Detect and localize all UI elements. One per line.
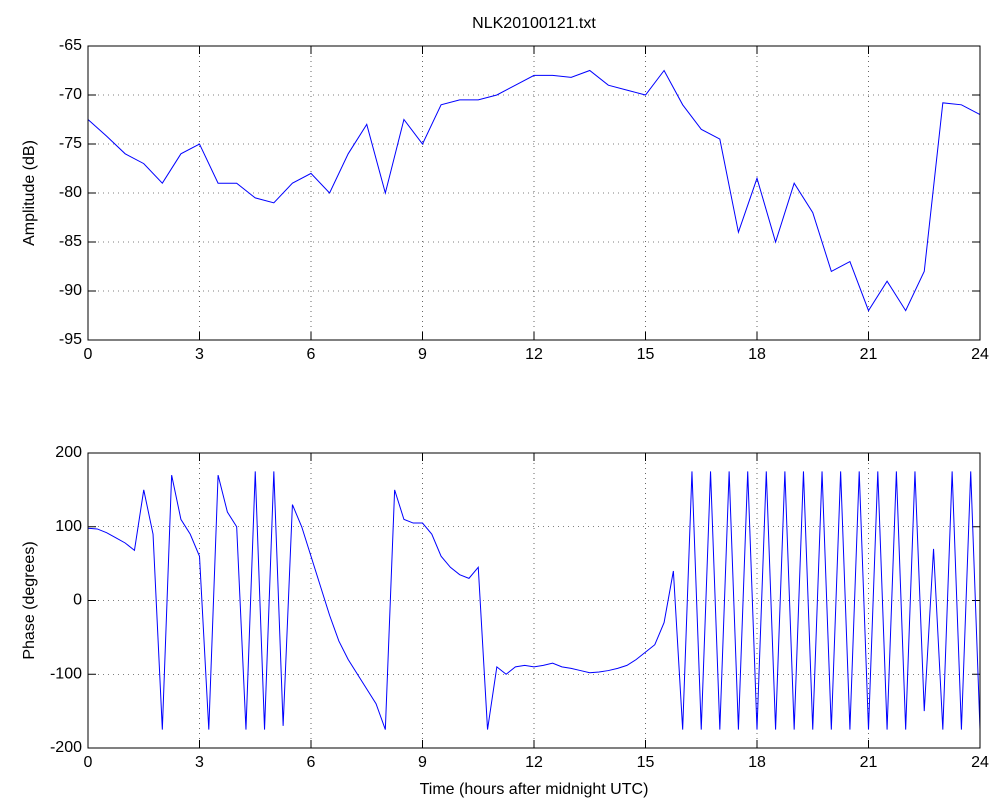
- y-tick-label: -80: [59, 184, 82, 201]
- x-tick-label: 3: [195, 346, 204, 363]
- x-axis-label: Time (hours after midnight UTC): [420, 781, 649, 798]
- data-line: [87, 69, 981, 312]
- y-tick-label: -75: [59, 135, 82, 152]
- axes-box: [87, 45, 981, 341]
- y-tick-label: -100: [50, 665, 82, 682]
- x-tick-label: 9: [418, 754, 427, 771]
- x-tick-label: 18: [748, 754, 766, 771]
- y-tick-label: -65: [59, 37, 82, 54]
- x-tick-label: 12: [525, 346, 543, 363]
- chart-title: NLK20100121.txt: [472, 15, 596, 32]
- axes-box: [87, 452, 981, 749]
- x-tick-label: 3: [195, 754, 204, 771]
- y-tick-label: -85: [59, 233, 82, 250]
- y-tick-label: 100: [55, 518, 82, 535]
- x-tick-label: 6: [307, 346, 316, 363]
- x-tick-label: 0: [84, 346, 93, 363]
- y-axis-label: Phase (degrees): [21, 541, 38, 659]
- x-tick-label: 21: [860, 346, 878, 363]
- x-tick-label: 21: [860, 754, 878, 771]
- y-tick-label: 0: [73, 592, 82, 609]
- x-tick-label: 18: [748, 346, 766, 363]
- y-tick-label: -95: [59, 331, 82, 348]
- x-tick-label: 9: [418, 346, 427, 363]
- y-tick-label: -90: [59, 282, 82, 299]
- y-axis-label: Amplitude (dB): [21, 140, 38, 246]
- x-tick-label: 0: [84, 754, 93, 771]
- y-tick-label: -70: [59, 86, 82, 103]
- data-line: [87, 471, 981, 730]
- x-tick-label: 6: [307, 754, 316, 771]
- x-tick-label: 24: [971, 754, 989, 771]
- x-tick-label: 15: [637, 346, 655, 363]
- x-tick-label: 12: [525, 754, 543, 771]
- x-tick-label: 15: [637, 754, 655, 771]
- y-tick-label: 200: [55, 444, 82, 461]
- x-tick-label: 24: [971, 346, 989, 363]
- y-tick-label: -200: [50, 739, 82, 756]
